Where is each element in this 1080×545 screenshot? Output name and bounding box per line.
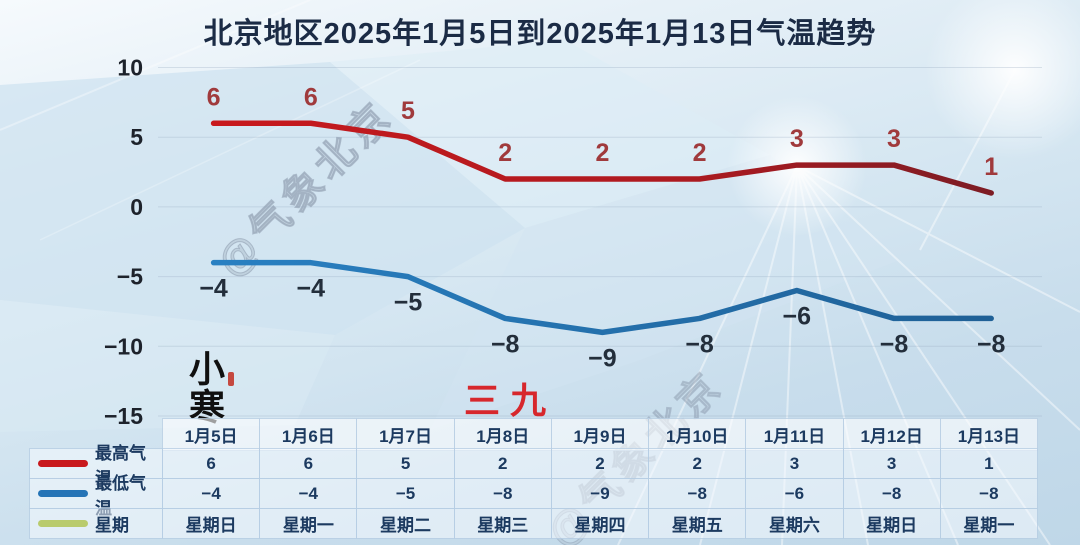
series-lines xyxy=(210,120,994,336)
table-cell-high: 2 xyxy=(648,448,747,479)
low-temp-label: −5 xyxy=(394,289,423,317)
high-temp-label: 5 xyxy=(401,97,415,125)
table-cell-low: −9 xyxy=(550,478,650,509)
y-axis-tick: −5 xyxy=(117,264,143,290)
high-temp-label: 6 xyxy=(207,83,221,111)
table-cell-weekday: 星期日 xyxy=(162,508,261,539)
table-cell-weekday: 星期一 xyxy=(939,508,1038,539)
table-date-header: 1月6日 xyxy=(259,418,358,451)
table-date-header: 1月7日 xyxy=(356,418,455,451)
low-temp-label: −8 xyxy=(880,330,909,358)
low-temp-line xyxy=(210,259,994,336)
table-cell-weekday: 星期五 xyxy=(648,508,747,539)
table-date-header: 1月13日 xyxy=(939,418,1038,451)
high-temp-label: 1 xyxy=(984,153,998,181)
legend-low: 最低气温 xyxy=(29,474,163,518)
table-cell-weekday: 星期一 xyxy=(259,508,358,539)
legend-weekday: 星期 xyxy=(29,508,163,539)
y-axis-tick: 0 xyxy=(130,194,143,220)
low-temp-label: −6 xyxy=(783,303,812,331)
seal-mark xyxy=(228,372,234,386)
forecast-table: 1月5日 1月6日 1月7日 1月8日 1月9日 1月10日 1月11日 1月12日 1月13日… xyxy=(29,418,1038,539)
table-cell-high: 3 xyxy=(745,448,844,479)
high-temp-label: 2 xyxy=(693,139,707,167)
high-temp-label: 3 xyxy=(790,125,804,153)
low-line-icon xyxy=(38,490,88,497)
high-temp-line xyxy=(210,120,994,196)
low-temp-label: −8 xyxy=(685,330,714,358)
gridlines xyxy=(158,67,1042,417)
high-line-icon xyxy=(38,460,88,467)
table-cell-low: −8 xyxy=(453,478,552,509)
high-temp-label: 3 xyxy=(887,125,901,153)
y-axis-tick: −15 xyxy=(104,403,143,429)
y-axis-tick: 10 xyxy=(117,55,143,81)
table-cell-high: 6 xyxy=(162,448,261,479)
y-axis-tick-labels: 10 5 0 −5 −10 −15 xyxy=(104,55,143,430)
table-cell-high: 2 xyxy=(453,448,552,479)
table-cell-weekday: 星期日 xyxy=(842,508,941,539)
y-axis-tick: 5 xyxy=(130,124,143,150)
table-cell-low: −5 xyxy=(356,478,455,509)
low-temp-label: −9 xyxy=(588,344,617,372)
table-date-header: 1月5日 xyxy=(162,418,261,451)
table-cell-low: −8 xyxy=(648,478,747,509)
table-cell-low: −8 xyxy=(939,478,1038,509)
table-cell-high: 1 xyxy=(939,448,1038,479)
y-axis-tick: −10 xyxy=(104,333,143,359)
page-title: 北京地区2025年1月5日到2025年1月13日气温趋势 xyxy=(203,18,877,50)
table-cell-high: 5 xyxy=(356,448,455,479)
table-date-header: 1月9日 xyxy=(550,418,650,451)
table-date-header: 1月10日 xyxy=(648,418,747,451)
table-date-header: 1月12日 xyxy=(842,418,941,451)
table-cell-weekday: 星期四 xyxy=(550,508,650,539)
table-cell-low: −4 xyxy=(162,478,261,509)
high-temp-label: 2 xyxy=(498,139,512,167)
high-temp-label: 2 xyxy=(595,139,609,167)
low-temp-label: −8 xyxy=(491,330,520,358)
table-cell-high: 2 xyxy=(550,448,650,479)
table-cell-low: −6 xyxy=(745,478,844,509)
data-point-labels: 6 6 5 2 2 2 3 3 1 −4 −4 −5 −8 −9 −8 −6 −8 −8 xyxy=(199,83,1005,372)
weekday-line-icon xyxy=(38,520,88,527)
table-cell-weekday: 星期二 xyxy=(356,508,455,539)
table-date-header: 1月11日 xyxy=(745,418,844,451)
solar-term-annotation: 小寒 xyxy=(183,350,225,426)
table-date-header: 1月8日 xyxy=(453,418,552,451)
table-cell-low: −8 xyxy=(842,478,941,509)
table-cell-low: −4 xyxy=(259,478,358,509)
low-temp-label: −4 xyxy=(199,275,228,303)
high-temp-label: 6 xyxy=(304,83,318,111)
table-cell-high: 3 xyxy=(842,448,941,479)
weekday-legend-label: 星期 xyxy=(95,516,129,535)
table-cell-weekday: 星期六 xyxy=(745,508,844,539)
low-temp-label: −8 xyxy=(977,330,1006,358)
sanjiu-annotation: 三九 xyxy=(464,380,557,421)
table-cell-weekday: 星期三 xyxy=(453,508,552,539)
low-temp-label: −4 xyxy=(297,275,326,303)
table-cell-high: 6 xyxy=(259,448,358,479)
